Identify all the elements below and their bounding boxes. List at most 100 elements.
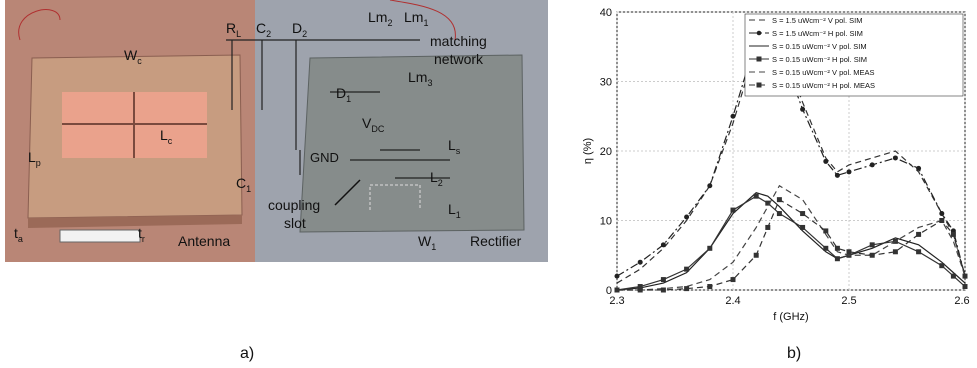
marker (800, 106, 806, 112)
marker (823, 228, 829, 234)
label: matching (430, 33, 487, 49)
label-main: L (448, 201, 456, 217)
marker (614, 273, 620, 279)
marker (950, 231, 956, 237)
label-sub: 1 (456, 210, 461, 220)
marker (834, 245, 840, 251)
label-main: C (236, 175, 246, 191)
label-sub: 1 (423, 18, 428, 28)
label-main: W (124, 47, 138, 63)
series-line (616, 24, 966, 284)
label-main: L (160, 127, 168, 143)
marker (776, 211, 782, 217)
label-sub: 2 (302, 29, 307, 39)
legend-box (744, 13, 964, 97)
marker (776, 197, 782, 203)
marker (846, 169, 852, 175)
marker (753, 193, 759, 199)
label: coupling (268, 197, 320, 213)
label: D1 (336, 85, 351, 104)
caption: a) (240, 345, 254, 362)
label-main: W (418, 233, 432, 249)
label: Antenna (178, 233, 230, 249)
marker (834, 256, 840, 262)
marker (730, 113, 736, 119)
marker (892, 249, 898, 255)
marker (939, 218, 945, 223)
marker (684, 286, 690, 292)
marker (916, 231, 922, 237)
label-main: D (336, 85, 346, 101)
label-sub: 2 (387, 18, 392, 28)
legend-label: S = 0.15 uWcm⁻² V pol. MEAS (772, 68, 875, 77)
coupling-slot-outline (369, 184, 421, 210)
label-sub: 3 (427, 78, 432, 88)
marker (916, 165, 922, 171)
marker (684, 214, 690, 220)
label-sub: 1 (431, 242, 436, 252)
label: Lp (28, 149, 41, 168)
y-tick-label: 0 (606, 285, 612, 297)
photo (5, 0, 548, 262)
marker (765, 224, 771, 230)
marker (869, 162, 875, 168)
legend-label: S = 1.5 uWcm⁻² V pol. SIM (772, 16, 862, 25)
legend-label: S = 1.5 uWcm⁻² H pol. SIM (772, 29, 863, 38)
series-line (617, 184, 966, 291)
marker (765, 200, 771, 206)
board-edge (28, 215, 242, 228)
marker (846, 249, 852, 255)
marker (950, 273, 956, 279)
marker (707, 183, 713, 189)
label-sub: L (236, 29, 241, 39)
label-main: R (226, 20, 236, 36)
label-sub: c (137, 56, 142, 66)
marker (753, 252, 759, 258)
marker (730, 207, 736, 213)
legend-marker (756, 30, 762, 36)
label: slot (284, 215, 306, 231)
series-line (616, 192, 966, 291)
y-tick-label: 40 (600, 7, 612, 19)
caption: b) (787, 345, 801, 362)
label-sub: c (168, 136, 173, 146)
label: L2 (430, 169, 443, 188)
label-sub: s (456, 146, 461, 156)
label-sub: p (36, 158, 41, 168)
marker (800, 211, 806, 217)
label-sub: a (18, 234, 23, 244)
rectifier-board (299, 54, 525, 233)
thickness-bar (59, 229, 141, 243)
marker (916, 249, 922, 255)
marker (707, 245, 713, 251)
label: Lm2 (368, 9, 392, 28)
label: Ls (448, 137, 461, 156)
label: C1 (236, 175, 251, 194)
marker (823, 245, 829, 251)
label-main: Lm (404, 9, 423, 25)
label-main: L (430, 169, 438, 185)
label: Wc (124, 47, 142, 66)
wires (18, 0, 456, 41)
legend-label: S = 0.15 uWcm⁻² H pol. SIM (772, 55, 867, 64)
marker (823, 158, 829, 164)
label: VDC (362, 115, 385, 134)
marker (614, 287, 620, 293)
label-main: Lm (368, 9, 387, 25)
label-sub: r (142, 234, 145, 244)
label: Lm1 (404, 9, 428, 28)
x-tick-label: 2.3 (609, 295, 624, 307)
marker (869, 252, 875, 258)
marker (660, 242, 666, 248)
x-tick-label: 2.4 (725, 295, 740, 307)
marker (962, 273, 968, 279)
marker (684, 266, 690, 272)
label-sub: 2 (438, 178, 443, 188)
x-tick-label: 2.6 (954, 295, 969, 307)
marker (892, 155, 898, 161)
marker (834, 172, 840, 178)
marker (730, 277, 736, 283)
marker (869, 242, 875, 248)
